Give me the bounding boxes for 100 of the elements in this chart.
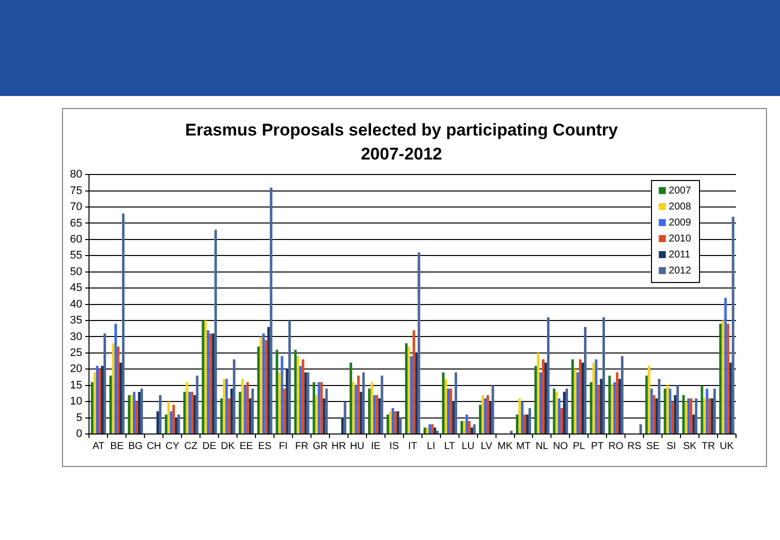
- bar: [196, 376, 198, 434]
- x-tick-label: IS: [389, 440, 400, 452]
- bar: [276, 350, 278, 434]
- bar: [278, 372, 281, 434]
- bar: [172, 404, 175, 434]
- bar: [212, 333, 214, 434]
- bar: [652, 395, 656, 434]
- y-tick-label: 50: [70, 266, 82, 278]
- x-tick-label: BG: [128, 440, 143, 452]
- bar: [492, 385, 494, 434]
- bar: [399, 418, 402, 434]
- bar: [562, 392, 566, 434]
- bar: [405, 343, 408, 434]
- bar: [552, 388, 556, 434]
- bar: [230, 388, 233, 434]
- bar: [320, 382, 323, 434]
- bar: [193, 395, 196, 434]
- bar: [460, 421, 464, 434]
- bar: [710, 398, 714, 434]
- bar: [325, 388, 328, 434]
- x-tick-label: LU: [462, 440, 474, 452]
- bar: [394, 411, 397, 434]
- bar: [260, 336, 262, 434]
- bar: [167, 402, 170, 434]
- y-tick-label: 25: [70, 346, 82, 359]
- bar: [542, 359, 544, 434]
- y-tick-label: 10: [70, 396, 82, 408]
- y-tick-label: 55: [70, 250, 82, 262]
- bar: [341, 418, 344, 434]
- x-tick-label: TR: [702, 440, 715, 452]
- bar: [687, 398, 690, 434]
- x-tick-label: NL: [536, 440, 549, 452]
- bar: [666, 385, 669, 434]
- bar: [722, 320, 724, 434]
- bar: [613, 382, 616, 434]
- x-tick-label: MK: [498, 440, 513, 452]
- bar: [684, 402, 688, 434]
- bar: [558, 398, 560, 434]
- bar: [463, 421, 466, 434]
- x-tick-label: SK: [683, 440, 697, 452]
- bar: [544, 362, 548, 434]
- bar: [389, 411, 392, 434]
- bar: [158, 395, 162, 434]
- bar: [241, 378, 244, 434]
- y-tick-label: 0: [76, 428, 82, 440]
- bar: [315, 395, 318, 434]
- x-tick-label: BE: [110, 440, 124, 452]
- bar: [434, 428, 436, 434]
- bar: [360, 392, 362, 434]
- bar: [566, 388, 568, 434]
- bar: [676, 385, 679, 434]
- bar: [357, 376, 360, 434]
- bar: [380, 376, 384, 434]
- bar: [244, 385, 246, 434]
- bar: [183, 392, 186, 434]
- bar: [228, 398, 230, 434]
- bar: [608, 376, 611, 434]
- bar: [186, 382, 188, 434]
- x-tick-label: UK: [720, 440, 734, 452]
- bar: [424, 428, 426, 434]
- bar: [639, 424, 642, 434]
- bar: [671, 402, 674, 434]
- bar: [270, 188, 272, 434]
- y-tick-label: 40: [70, 298, 82, 310]
- y-tick-label: 5: [76, 412, 82, 424]
- bar: [571, 359, 574, 434]
- bar: [616, 372, 618, 434]
- bar: [112, 343, 114, 434]
- bar: [481, 395, 484, 434]
- bar: [283, 388, 286, 434]
- bar: [373, 395, 376, 434]
- bar: [478, 404, 482, 434]
- bar: [257, 346, 260, 434]
- bar: [560, 408, 563, 434]
- bar: [452, 402, 455, 434]
- bar: [610, 385, 614, 434]
- bar: [473, 424, 476, 434]
- bar: [726, 324, 730, 434]
- bar: [190, 392, 194, 434]
- bar: [209, 333, 212, 434]
- x-tick-label: ES: [258, 440, 272, 452]
- bar: [386, 414, 390, 434]
- chart-title: Erasmus Proposals selected by participating Country 2007-2012: [185, 120, 618, 164]
- x-tick-label: IT: [408, 440, 418, 452]
- bar: [354, 385, 358, 434]
- bar: [98, 369, 101, 434]
- bar: [177, 414, 180, 434]
- bar: [576, 372, 579, 434]
- bar: [306, 372, 310, 434]
- bar: [90, 382, 94, 434]
- bar: [322, 398, 326, 434]
- bar: [232, 359, 236, 434]
- x-tick-label: HU: [350, 440, 364, 452]
- bar: [396, 411, 400, 434]
- x-tick-label: LV: [480, 440, 493, 452]
- bar: [206, 330, 210, 434]
- x-tick-label: CH: [146, 440, 162, 452]
- x-tick-label: DE: [202, 440, 217, 452]
- bar: [650, 388, 653, 434]
- bar: [486, 395, 490, 434]
